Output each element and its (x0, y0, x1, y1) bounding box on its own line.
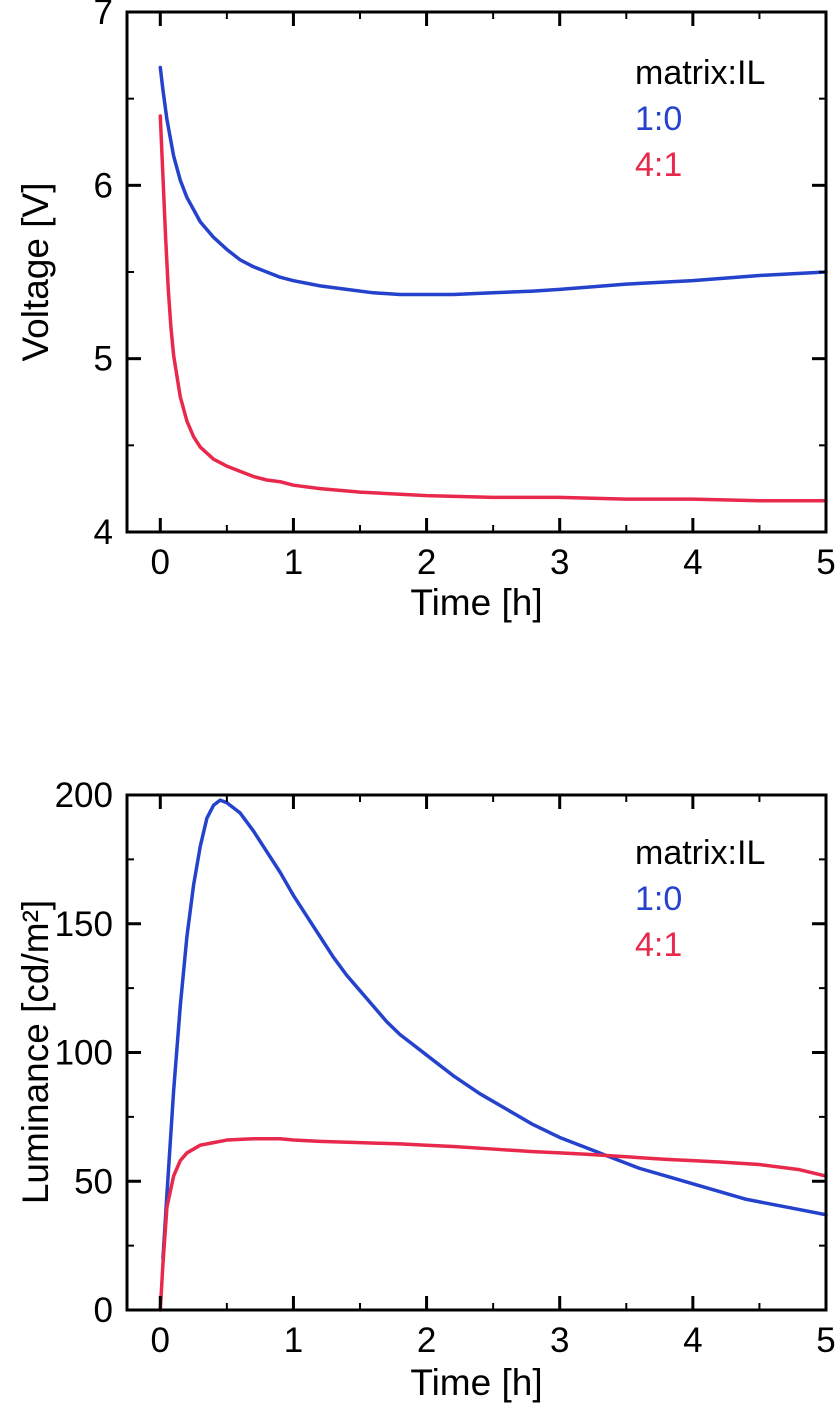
x-tick-label: 5 (816, 543, 835, 582)
y-tick-label: 0 (94, 1291, 113, 1330)
series-line-1:0 (158, 65, 828, 297)
legend-entry-4-1: 4:1 (635, 146, 683, 184)
legend-entry-1-0: 1:0 (635, 880, 683, 918)
y-tick-label: 6 (94, 166, 113, 205)
y-tick-label: 150 (55, 905, 113, 944)
y-tick-label: 50 (74, 1162, 113, 1201)
luminance-y-axis-label: Luminance [cd/m²] (15, 899, 56, 1205)
voltage-y-axis-label: Voltage [V] (15, 182, 56, 362)
series-line-4:1 (158, 1137, 828, 1312)
x-tick-label: 0 (151, 543, 170, 582)
series-line-1:0 (161, 798, 828, 1261)
x-tick-label: 0 (151, 1321, 170, 1360)
voltage-x-axis-label: Time [h] (410, 582, 543, 623)
voltage-chart-panel: 0 1 2 3 4 5 4 5 6 7 Voltage [V] Time [h] matrix:I… (0, 0, 839, 640)
y-tick-label: 4 (94, 513, 113, 552)
legend-title: matrix:IL (635, 834, 766, 872)
x-tick-label: 1 (284, 1321, 303, 1360)
luminance-x-axis-label: Time [h] (410, 1362, 543, 1403)
y-tick-label: 100 (55, 1034, 113, 1073)
series-line-4:1 (158, 114, 828, 503)
x-tick-label: 4 (683, 1321, 702, 1360)
y-tick-label: 7 (94, 0, 113, 32)
luminance-chart-panel: 0 1 2 3 4 5 0 50 100 150 200 Luminance [cd/m²] Tim… (0, 780, 839, 1420)
x-tick-label: 3 (550, 543, 569, 582)
voltage-plot: 0 1 2 3 4 5 4 5 6 7 (94, 0, 836, 582)
x-tick-label: 2 (417, 1321, 436, 1360)
y-tick-label: 5 (94, 340, 113, 379)
legend: matrix:IL 1:0 4:1 (635, 50, 765, 188)
x-tick-label: 4 (683, 543, 702, 582)
legend-entry-4-1: 4:1 (635, 926, 683, 964)
legend-title: matrix:IL (635, 54, 766, 92)
legend: matrix:IL 1:0 4:1 (635, 830, 765, 968)
x-tick-label: 5 (816, 1321, 835, 1360)
x-tick-label: 2 (417, 543, 436, 582)
x-tick-label: 3 (550, 1321, 569, 1360)
y-tick-label: 200 (55, 780, 113, 815)
x-tick-label: 1 (284, 543, 303, 582)
legend-entry-1-0: 1:0 (635, 100, 683, 138)
